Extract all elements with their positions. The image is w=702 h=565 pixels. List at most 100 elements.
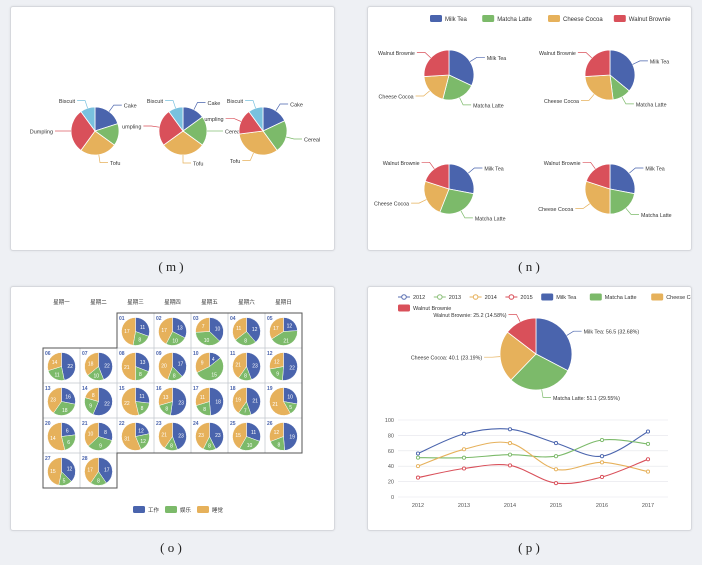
- o-pie-17-value-1: 8: [203, 407, 206, 413]
- o-pie-02-value-2: 17: [161, 328, 167, 334]
- o-day-25: 25: [230, 421, 236, 427]
- o-day-24: 24: [193, 421, 199, 427]
- n-pie0-3-line: [416, 52, 432, 59]
- o-pie-22-slice-2: [121, 422, 142, 451]
- o-pie-16-slice-2: [158, 387, 173, 406]
- n-pie0-2-label: Cheese Cocoa: [379, 95, 414, 101]
- caption-o: ( o ): [160, 540, 182, 555]
- pie-line-chart-p: 2012 2013 2014 2015 Milk Tea Matcha Latte Chee…: [385, 293, 702, 509]
- caption-p: ( p ): [518, 540, 540, 555]
- m-pie1-1-label: Cereal: [225, 130, 241, 136]
- o-pie-05-value-0: 12: [287, 324, 293, 330]
- o-pie-03-value-1: 10: [204, 338, 210, 344]
- o-pie-28-slice-0: [98, 457, 113, 484]
- o-pie-21-value-0: 8: [104, 430, 107, 436]
- n-legend-label-0: Milk Tea: [445, 17, 468, 23]
- n-pie0-1-label: Matcha Latte: [473, 103, 504, 109]
- p-pie-0-label: Milk Tea: 56.5 (32.68%): [584, 330, 640, 336]
- o-pie-14-value-0: 22: [104, 402, 110, 408]
- n-pie2-1-line: [460, 210, 473, 219]
- panel-n: Milk Tea Matcha Latte Cheese Cocoa Walnut B…: [367, 6, 692, 251]
- o-pie-09-value-1: 8: [173, 374, 176, 380]
- o-pie-06-value-2: 14: [52, 360, 58, 366]
- m-pie2-3-label: umpling: [204, 117, 223, 123]
- m-pie2-1-label: Cereal: [304, 138, 320, 144]
- o-pie-15-slice-2: [121, 387, 139, 416]
- p-series-line-0: [417, 428, 649, 457]
- p-ytick-2: 40: [388, 464, 394, 470]
- n-pie3-0-line: [629, 167, 644, 174]
- p-pie-2-line: [484, 356, 501, 358]
- p-pie-slice-2: [499, 331, 537, 381]
- m-pie2-4-label: Biscuit: [227, 99, 244, 105]
- m-pie2-0-label: Cake: [290, 103, 303, 109]
- o-pie-28-value-2: 17: [87, 467, 93, 473]
- p-series-1-point-0: [415, 455, 421, 460]
- p-legend-label-2: 2014: [485, 295, 497, 301]
- o-pie-26-value-2: 12: [274, 430, 280, 436]
- o-pie-16-slice-0: [170, 387, 187, 416]
- o-pie-23-slice-2: [158, 422, 173, 449]
- o-pie-14-value-1: 9: [89, 404, 92, 410]
- o-pie-18-slice-2: [232, 387, 247, 414]
- o-pie-25-slice-0: [246, 422, 261, 442]
- m-pie1-3-line: [143, 125, 160, 128]
- o-pie-01-slice-2: [121, 317, 136, 346]
- o-pie-12-value-1: 9: [276, 372, 279, 378]
- o-day-27: 27: [45, 456, 51, 462]
- o-pie-19-value-0: 10: [287, 394, 293, 400]
- p-legend-marker-1: [437, 294, 443, 300]
- n-pie3-2-line: [575, 203, 591, 209]
- o-pie-21-value-1: 9: [99, 443, 102, 449]
- p-pie-3-label: Walnut Brownie: 25.2 (14.58%): [433, 313, 506, 319]
- m-pie0-3-label: Dumpling: [30, 130, 53, 136]
- o-pie-22-value-0: 12: [138, 428, 144, 434]
- p-xtick-1: 2013: [458, 503, 470, 509]
- o-pie-08-value-0: 13: [140, 360, 146, 366]
- o-pie-15-value-0: 11: [139, 394, 144, 400]
- o-pie-09-slice-2: [158, 352, 173, 380]
- p-series-3-point-4: [599, 474, 605, 480]
- o-pie-12-value-2: 12: [274, 359, 280, 365]
- o-weekday-3: 星期四: [164, 299, 181, 306]
- m-pie2-slice-2: [238, 130, 278, 156]
- m-pie1-0-line: [193, 102, 206, 110]
- p-xtick-5: 2017: [642, 503, 654, 509]
- o-pie-18-value-2: 19: [235, 397, 241, 403]
- o-weekday-0: 星期一: [53, 299, 70, 306]
- o-pie-08-value-2: 21: [124, 365, 130, 371]
- o-pie-02-slice-0: [172, 317, 187, 339]
- m-pie2-0-line: [275, 103, 289, 111]
- p-pie-3-line: [508, 314, 521, 322]
- n-pie0-3-label: Walnut Brownie: [378, 51, 415, 57]
- o-pie-11-value-1: 8: [244, 374, 247, 380]
- n-legend-swatch-0: [430, 15, 442, 22]
- o-pie-13-value-1: 18: [62, 408, 68, 414]
- n-pie3-slice-0: [609, 163, 636, 195]
- m-pie2-2-label: Tofu: [230, 159, 240, 165]
- p-legend-marker-2: [472, 294, 479, 300]
- p-series-3-point-3: [553, 481, 559, 486]
- p-legend-label-6: Cheese Cocoa: [666, 295, 691, 301]
- o-pie-05-value-2: 17: [273, 326, 279, 332]
- o-pie-21-slice-2: [84, 422, 99, 447]
- n-pie3-3-line: [582, 161, 596, 170]
- p-series-3-point-5: [645, 457, 651, 462]
- o-pie-28-value-0: 17: [104, 467, 110, 473]
- p-series-2-point-1: [461, 447, 467, 452]
- o-pie-10-value-1: 15: [211, 372, 217, 378]
- p-legend-swatch-7: [398, 304, 410, 312]
- p-pie-slice-3: [506, 317, 537, 355]
- n-pie1-2-line: [581, 94, 595, 101]
- o-pie-18-value-0: 21: [252, 399, 258, 405]
- p-series-line-3: [417, 458, 649, 485]
- n-pie3-1-label: Matcha Latte: [641, 213, 672, 219]
- p-xtick-2: 2014: [504, 503, 516, 509]
- o-pie-24-value-1: 8: [208, 444, 211, 450]
- p-series-2-point-5: [645, 469, 651, 474]
- caption-m: ( m ): [158, 259, 184, 274]
- p-legend-swatch-5: [589, 293, 602, 301]
- o-pie-14-slice-2: [84, 387, 99, 402]
- p-series-0-point-3: [553, 441, 559, 446]
- o-day-18: 18: [230, 386, 236, 392]
